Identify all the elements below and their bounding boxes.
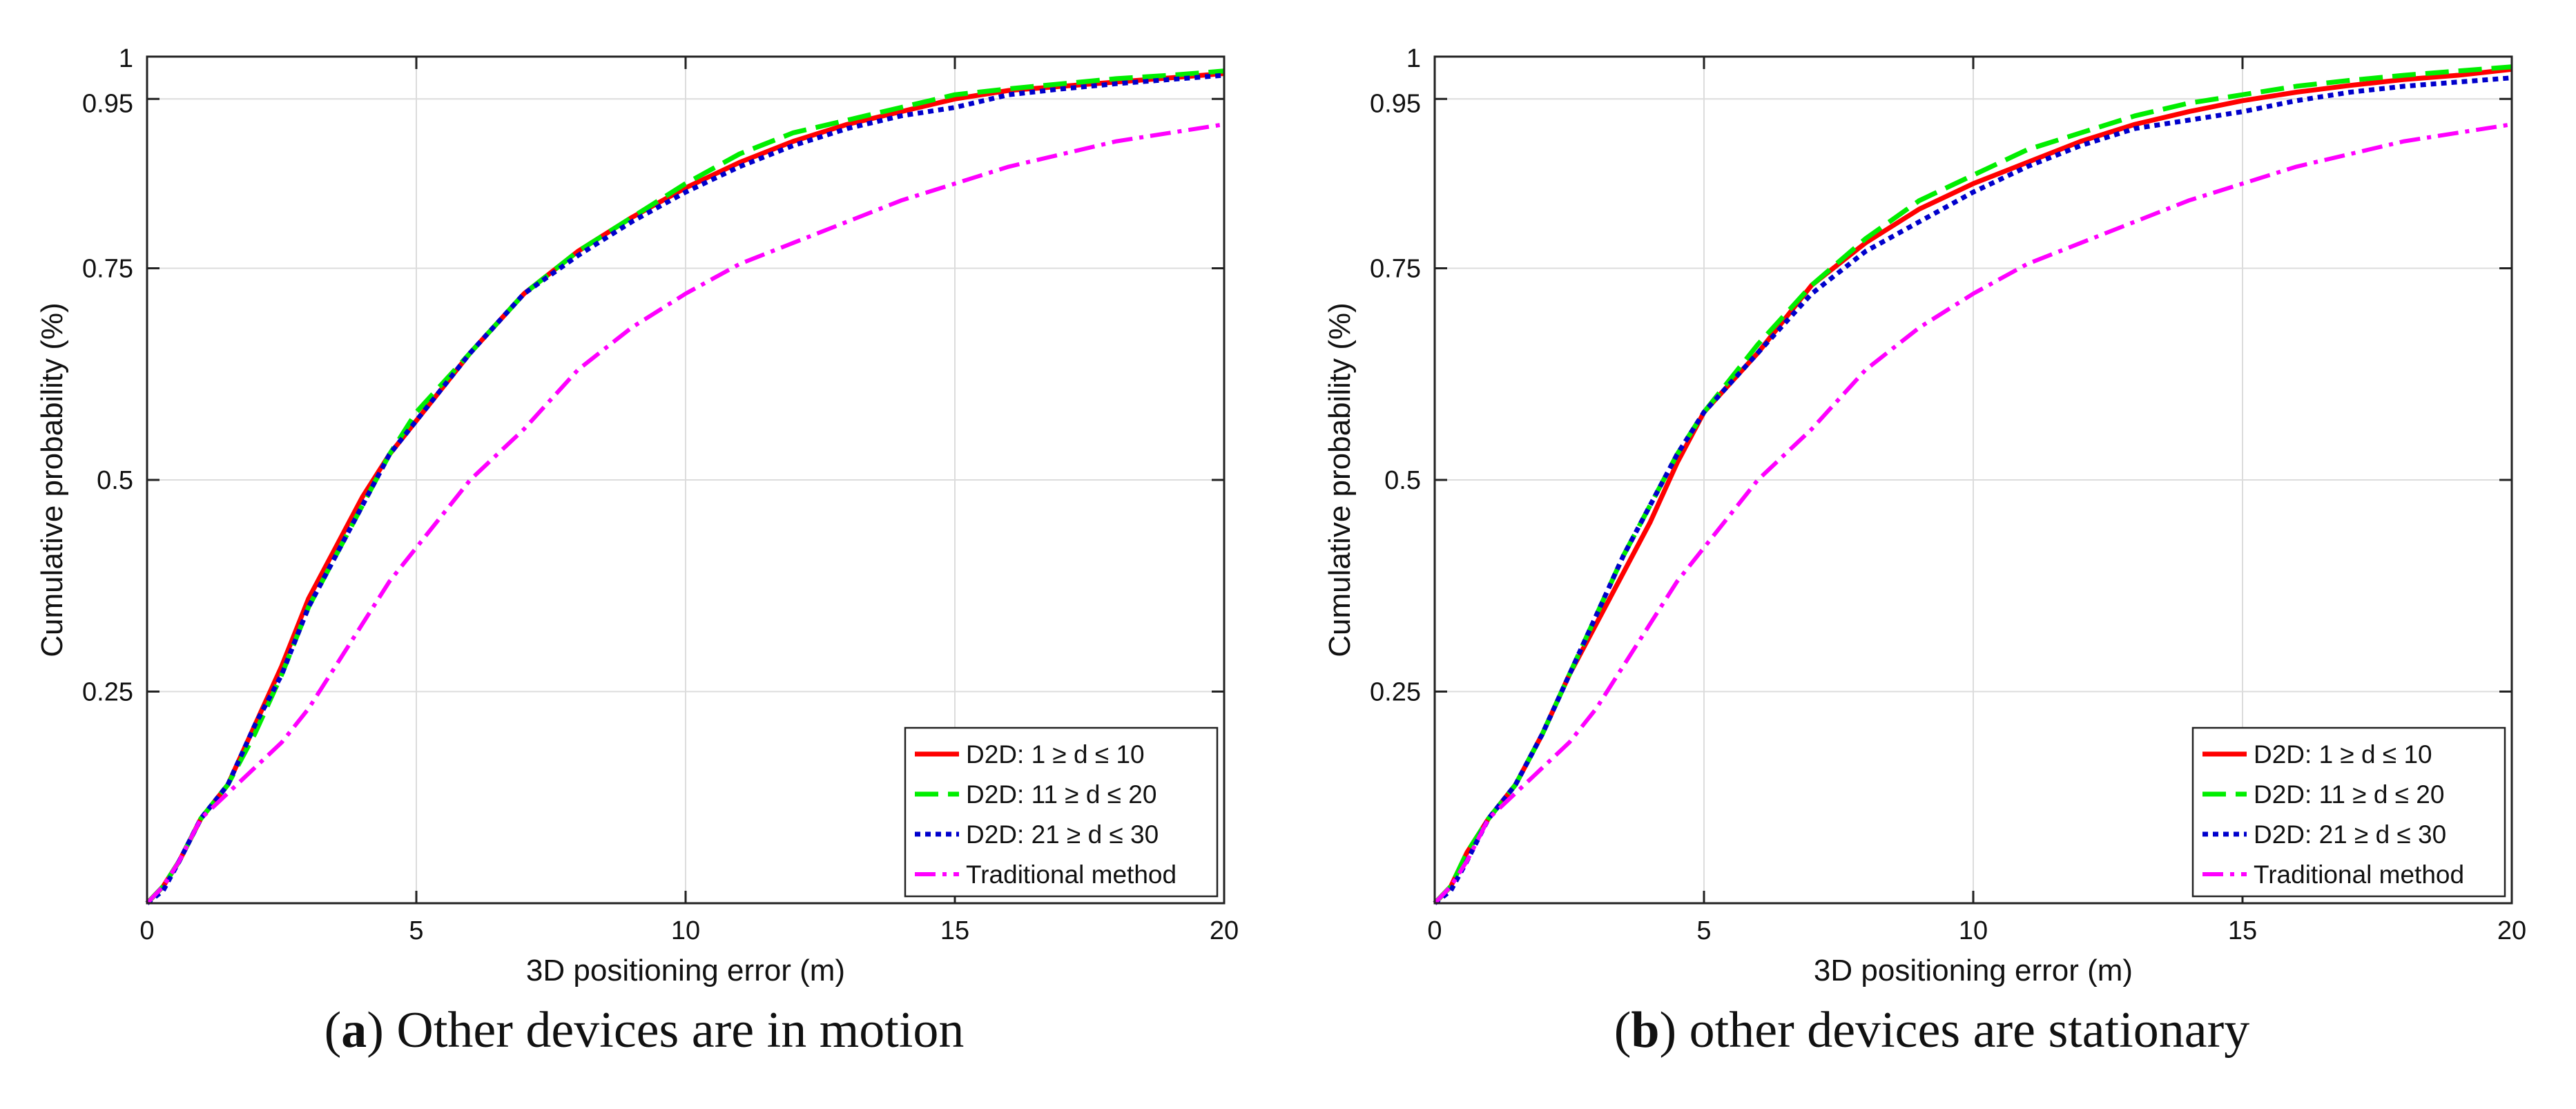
y-tick-label-b-0: 0.25 [1370,678,1421,707]
caption-b-text: ) other devices are stationary [1659,1002,2250,1059]
x-tick-label-b-4: 20 [2497,916,2526,945]
legend-label-b-2: D2D: 21 ≥ d ≤ 30 [2254,820,2446,849]
y-axis-title-a: Cumulative probability (%) [35,302,69,657]
x-axis-title-a: 3D positioning error (m) [526,954,845,987]
series-line-a-1 [145,68,1225,905]
y-tick-label-a-2: 0.75 [82,255,133,284]
caption-a-text: ) Other devices are in motion [367,1002,965,1059]
x-axis-title-b: 3D positioning error (m) [1814,954,2133,987]
y-tick-label-a-4: 1 [119,44,133,73]
caption-a: (a) Other devices are in motion [0,1001,1288,1060]
y-tick-label-a-0: 0.25 [82,678,133,707]
y-tick-label-b-3: 0.95 [1370,89,1421,118]
y-tick-label-a-3: 0.95 [82,89,133,118]
x-tick-label-b-2: 10 [1959,916,1988,945]
legend-label-b-3: Traditional method [2254,860,2464,889]
legend-label-a-2: D2D: 21 ≥ d ≤ 30 [966,820,1159,849]
caption-a-open: ( [324,1002,342,1059]
x-tick-label-b-0: 0 [1427,916,1442,945]
x-tick-label-a-1: 5 [409,916,423,945]
y-axis-title-b: Cumulative probability (%) [1323,302,1357,657]
y-tick-label-b-1: 0.5 [1384,466,1421,495]
y-tick-label-b-4: 1 [1406,44,1421,73]
series-line-b-3 [1433,122,2512,905]
legend-label-a-0: D2D: 1 ≥ d ≤ 10 [966,740,1145,769]
legend-label-b-0: D2D: 1 ≥ d ≤ 10 [2254,740,2432,769]
x-tick-label-b-3: 15 [2228,916,2257,945]
legend-label-b-1: D2D: 11 ≥ d ≤ 20 [2254,780,2444,809]
legend-label-a-1: D2D: 11 ≥ d ≤ 20 [966,780,1156,809]
y-tick-label-b-2: 0.75 [1370,255,1421,284]
legend-label-a-3: Traditional method [966,860,1176,889]
caption-b-open: ( [1614,1002,1631,1059]
chart-panel-b: 0 5 10 15 20 0.25 0.5 0.75 0.95 1 3D positioning e… [1288,0,2576,1109]
series-line-b-2 [1433,75,2512,905]
x-tick-label-a-3: 15 [940,916,969,945]
chart-a-svg: 0 5 10 15 20 0.25 0.5 0.75 0.95 1 3D positioning e… [35,44,1239,987]
caption-a-letter: a [341,1002,367,1059]
caption-b-letter: b [1631,1002,1660,1059]
y-tick-label-a-1: 0.5 [97,466,133,495]
x-tick-label-a-0: 0 [139,916,154,945]
x-tick-label-a-2: 10 [671,916,700,945]
chart-b-svg: 0 5 10 15 20 0.25 0.5 0.75 0.95 1 3D positioning e… [1323,44,2526,987]
series-line-a-3 [145,122,1225,905]
series-line-a-2 [145,73,1225,905]
x-tick-label-a-4: 20 [1210,916,1239,945]
series-line-b-1 [1433,64,2512,905]
series-line-b-0 [1433,66,2512,905]
caption-b: (b) other devices are stationary [1288,1001,2576,1060]
chart-panel-a: 0 5 10 15 20 0.25 0.5 0.75 0.95 1 3D positioning e… [0,44,1288,1060]
x-tick-label-b-1: 5 [1696,916,1711,945]
